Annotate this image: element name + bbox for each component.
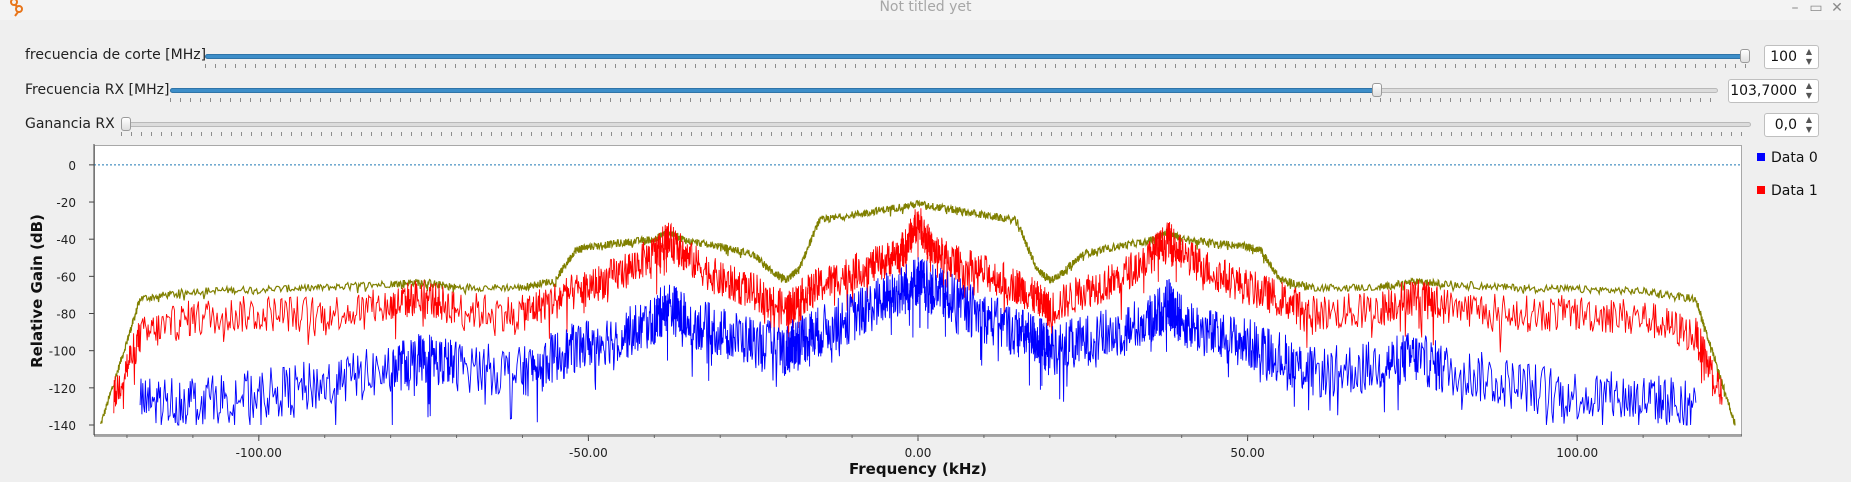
legend-swatch	[1757, 153, 1765, 161]
y-tick-label: -40	[56, 233, 76, 247]
slider-handle[interactable]	[1372, 83, 1383, 97]
legend-label: Data 0	[1771, 150, 1818, 166]
spin-arrows-icon[interactable]: ▲ ▼	[1805, 115, 1813, 134]
slider-ticks	[121, 132, 1751, 136]
series-line-0	[139, 257, 1697, 426]
rx-gain-label: Ganancia RX	[25, 116, 115, 132]
x-tick-label: 0.00	[905, 446, 932, 460]
legend-item-data-1[interactable]: Data 1	[1757, 183, 1818, 199]
y-axis-label: Relative Gain (dB)	[28, 214, 46, 368]
slider-ticks	[205, 64, 1750, 68]
rx-frequency-value: 103,7000	[1730, 83, 1797, 99]
rx-frequency-spinbox[interactable]: 103,7000 ▲ ▼	[1728, 79, 1819, 103]
close-icon[interactable]: ✕	[1831, 0, 1843, 16]
y-tick-label: -120	[49, 382, 76, 396]
y-tick-label: -100	[49, 345, 76, 359]
series-line-2	[100, 199, 1736, 426]
y-tick-label: -20	[56, 196, 76, 210]
x-tick-label: -100.00	[236, 446, 282, 460]
y-tick-label: 0	[68, 159, 76, 173]
rx-frequency-slider[interactable]	[170, 82, 1718, 104]
cutoff-frequency-spinbox[interactable]: 100 ▲ ▼	[1764, 45, 1819, 69]
window-titlebar: Not titled yet – ▭ ✕	[0, 0, 1851, 20]
cutoff-frequency-value: 100	[1770, 49, 1797, 65]
window-title: Not titled yet	[879, 0, 972, 15]
y-tick-label: -80	[56, 308, 76, 322]
x-tick-label: 100.00	[1556, 446, 1598, 460]
gnuradio-app-icon	[10, 0, 23, 17]
y-tick-label: -140	[49, 419, 76, 433]
legend-swatch	[1757, 186, 1765, 194]
minimize-icon[interactable]: –	[1791, 0, 1799, 16]
x-tick-label: 50.00	[1230, 446, 1264, 460]
cutoff-frequency-slider[interactable]	[205, 48, 1750, 70]
slider-handle[interactable]	[121, 117, 131, 131]
spin-arrows-icon[interactable]: ▲ ▼	[1805, 81, 1813, 100]
legend-item-data-0[interactable]: Data 0	[1757, 150, 1818, 166]
cutoff-frequency-label: frecuencia de corte [MHz]	[25, 47, 207, 63]
slider-handle[interactable]	[1740, 49, 1750, 63]
rx-frequency-label: Frecuencia RX [MHz]	[25, 82, 170, 98]
rx-gain-spinbox[interactable]: 0,0 ▲ ▼	[1764, 113, 1819, 137]
maximize-icon[interactable]: ▭	[1809, 0, 1823, 16]
legend-label: Data 1	[1771, 183, 1818, 199]
y-tick-label: -60	[56, 270, 76, 284]
spin-arrows-icon[interactable]: ▲ ▼	[1805, 47, 1813, 66]
rx-gain-slider[interactable]	[121, 116, 1751, 138]
x-axis-label: Frequency (kHz)	[849, 460, 987, 478]
slider-ticks	[170, 98, 1718, 102]
x-tick-label: -50.00	[569, 446, 608, 460]
rx-gain-value: 0,0	[1774, 117, 1797, 133]
